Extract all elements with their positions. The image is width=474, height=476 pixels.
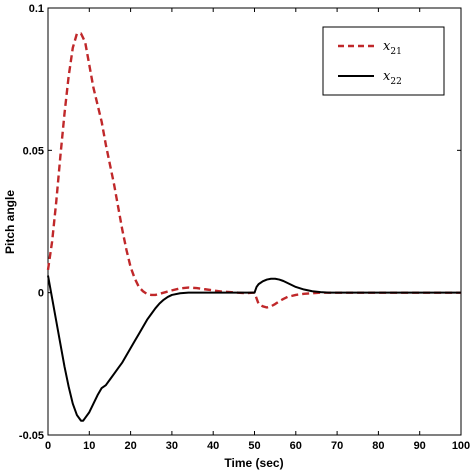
x-tick-label: 20 bbox=[124, 440, 136, 452]
series-line-x22 bbox=[47, 275, 461, 422]
x-tick-label: 50 bbox=[248, 440, 260, 452]
series-line-x21 bbox=[46, 32, 461, 309]
x-tick-label: 80 bbox=[372, 440, 384, 452]
legend-box bbox=[322, 26, 445, 96]
x-axis-title: Time (sec) bbox=[224, 456, 283, 470]
legend-label-x21: x21 bbox=[383, 39, 402, 57]
x-tick-label: 10 bbox=[83, 440, 95, 452]
x-tick-label: 100 bbox=[452, 440, 470, 452]
x-tick-label: 60 bbox=[290, 440, 302, 452]
x-tick-label: 30 bbox=[166, 440, 178, 452]
y-tick-label: 0.1 bbox=[29, 3, 44, 15]
x-tick-label: 0 bbox=[45, 440, 51, 452]
y-tick-label: -0.05 bbox=[19, 430, 44, 442]
x-tick-label: 40 bbox=[207, 440, 219, 452]
legend-label-x22: x22 bbox=[383, 69, 402, 87]
x-tick-label: 90 bbox=[414, 440, 426, 452]
legend: x21 x22 bbox=[322, 26, 445, 96]
series-layer bbox=[46, 32, 461, 422]
y-axis-title: Pitch angle bbox=[3, 190, 17, 254]
y-tick-label: 0.05 bbox=[23, 145, 44, 157]
x-tick-label: 70 bbox=[331, 440, 343, 452]
y-tick-label: 0 bbox=[38, 288, 44, 300]
